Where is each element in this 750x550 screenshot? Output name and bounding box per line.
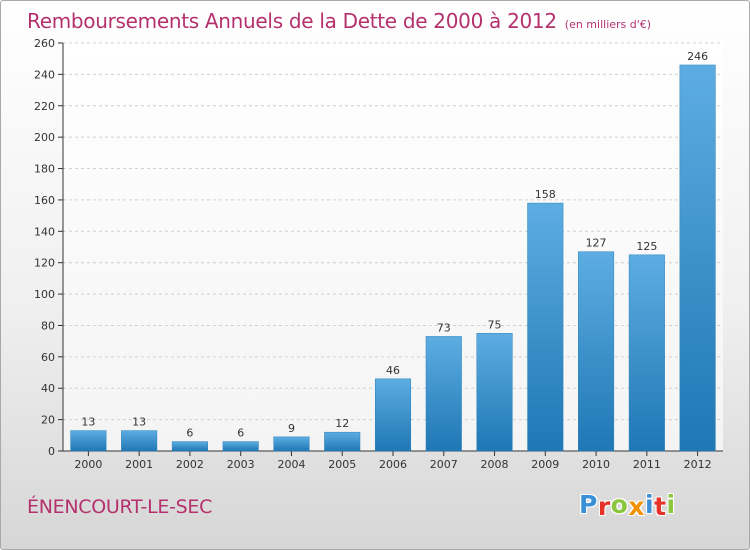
y-tick-label: 60	[41, 351, 55, 364]
bar-2008	[476, 333, 513, 452]
x-tick-label: 2009	[531, 458, 559, 471]
bar-2010	[578, 251, 615, 452]
bar-2009	[527, 202, 564, 452]
y-tick-label: 80	[41, 319, 55, 332]
bar-2002	[171, 441, 208, 452]
x-tick-label: 2007	[430, 458, 458, 471]
chart-subtitle: (en milliers d'€)	[564, 18, 652, 31]
proxiti-logo: Proxiti	[579, 490, 676, 521]
logo-letter: o	[610, 490, 629, 519]
logo-letter: P	[579, 490, 598, 519]
bar-2011	[628, 254, 665, 452]
y-tick-label: 20	[41, 414, 55, 427]
logo-letter: i	[645, 490, 655, 519]
x-tick-label: 2010	[582, 458, 610, 471]
bar-layer	[70, 64, 716, 452]
value-label-2004: 9	[288, 422, 295, 435]
value-label-2008: 75	[488, 318, 502, 331]
value-label-2011: 125	[636, 240, 657, 253]
y-tick-label: 220	[34, 100, 55, 113]
bar-2012	[679, 64, 716, 452]
y-tick-label: 100	[34, 288, 55, 301]
commune-name: ÉNENCOURT-LE-SEC	[27, 496, 213, 518]
y-tick-label: 260	[34, 37, 55, 50]
x-tick-label: 2000	[74, 458, 102, 471]
y-tick-label: 0	[48, 445, 55, 458]
label-layer: 13 13 6 6 9 12 46 73 75 158 127 125 246	[81, 50, 708, 440]
logo-letter: i	[666, 490, 676, 519]
x-tick-label: 2005	[328, 458, 356, 471]
value-label-2000: 13	[81, 416, 95, 429]
y-tick-label: 40	[41, 382, 55, 395]
value-label-2009: 158	[535, 188, 556, 201]
x-tick-label: 2008	[481, 458, 509, 471]
logo-letter: x	[628, 492, 645, 521]
x-tick-label: 2011	[633, 458, 661, 471]
bar-2005	[324, 431, 361, 452]
value-label-2010: 127	[586, 237, 607, 250]
bar-2001	[121, 430, 158, 452]
bar-2006	[374, 378, 412, 452]
bar-2000	[70, 430, 107, 452]
value-label-2001: 13	[132, 416, 146, 429]
value-label-2007: 73	[437, 321, 451, 334]
axis-layer: 0 20 40 60 80 100 120 140 160 180 200 220 240 260 2000…	[34, 37, 723, 471]
logo-letter: t	[654, 492, 667, 521]
value-label-2012: 246	[687, 50, 708, 63]
x-tick-label: 2003	[227, 458, 255, 471]
logo-letter: r	[597, 492, 611, 521]
y-tick-label: 160	[34, 194, 55, 207]
x-tick-label: 2004	[277, 458, 305, 471]
y-tick-label: 140	[34, 225, 55, 238]
value-label-2003: 6	[237, 427, 244, 440]
value-label-2005: 12	[335, 417, 349, 430]
y-tick-label: 200	[34, 131, 55, 144]
y-tick-label: 120	[34, 257, 55, 270]
value-label-2002: 6	[186, 427, 193, 440]
title-row: Remboursements Annuels de la Dette de 20…	[27, 9, 651, 33]
bar-2004	[273, 436, 310, 452]
y-tick-label: 180	[34, 163, 55, 176]
chart-title: Remboursements Annuels de la Dette de 20…	[27, 9, 557, 33]
bar-2003	[222, 441, 259, 452]
x-tick-label: 2006	[379, 458, 407, 471]
value-label-2006: 46	[386, 364, 400, 377]
y-tick-label: 240	[34, 68, 55, 81]
x-tick-label: 2001	[125, 458, 153, 471]
x-tick-label: 2012	[684, 458, 712, 471]
bar-2007	[425, 336, 462, 452]
x-tick-label: 2002	[176, 458, 204, 471]
